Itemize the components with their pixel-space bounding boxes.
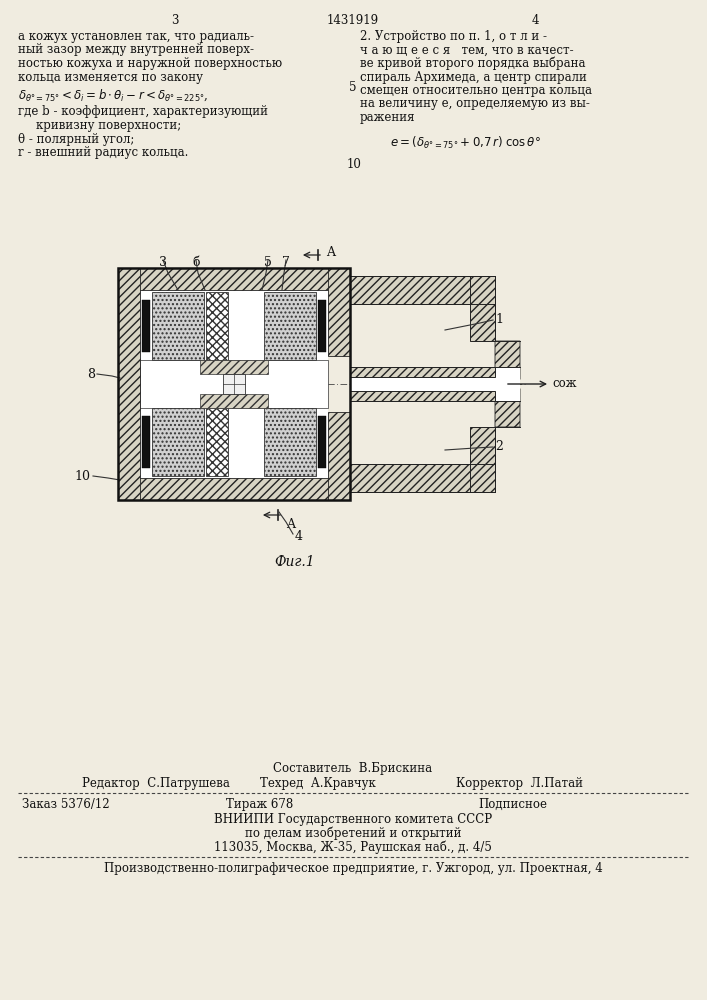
- Bar: [328, 268, 350, 356]
- Text: Производственно-полиграфическое предприятие, г. Ужгород, ул. Проектная, 4: Производственно-полиграфическое предприя…: [104, 862, 602, 875]
- Polygon shape: [495, 372, 520, 427]
- Bar: [470, 276, 495, 341]
- Bar: [350, 276, 495, 304]
- Bar: [350, 367, 495, 377]
- Text: ражения: ражения: [360, 111, 416, 124]
- Text: Корректор  Л.Патай: Корректор Л.Патай: [456, 777, 583, 790]
- Text: а кожух установлен так, что радиаль-: а кожух установлен так, что радиаль-: [18, 30, 254, 43]
- Bar: [152, 408, 204, 476]
- Text: Фиг.1: Фиг.1: [275, 555, 315, 569]
- Bar: [350, 464, 495, 492]
- Text: 4: 4: [295, 530, 303, 543]
- Bar: [206, 408, 228, 476]
- Text: по делам изобретений и открытий: по делам изобретений и открытий: [245, 827, 461, 840]
- Text: ный зазор между внутренней поверх-: ный зазор между внутренней поверх-: [18, 43, 254, 56]
- Bar: [470, 427, 495, 492]
- Text: спираль Архимеда, а центр спирали: спираль Архимеда, а центр спирали: [360, 70, 587, 84]
- Bar: [142, 416, 150, 468]
- Text: $\delta_{\theta°=75°}<\delta_i = b\cdot\theta_i - r < \delta_{\theta°=225°}$,: $\delta_{\theta°=75°}<\delta_i = b\cdot\…: [18, 88, 209, 103]
- Text: на величину e, определяемую из вы-: на величину e, определяемую из вы-: [360, 98, 590, 110]
- Text: сож: сож: [552, 377, 576, 390]
- Bar: [206, 292, 228, 360]
- Bar: [350, 391, 495, 401]
- Text: Составитель  В.Брискина: Составитель В.Брискина: [274, 762, 433, 775]
- Text: ч а ю щ е е с я   тем, что в качест-: ч а ю щ е е с я тем, что в качест-: [360, 43, 573, 56]
- Text: 4: 4: [531, 14, 539, 27]
- Bar: [140, 360, 328, 408]
- Bar: [318, 416, 326, 468]
- Bar: [328, 412, 350, 500]
- Bar: [140, 290, 328, 478]
- Text: Редактор  С.Патрушева: Редактор С.Патрушева: [82, 777, 230, 790]
- Text: 1431919: 1431919: [327, 14, 379, 27]
- Text: 10: 10: [74, 470, 90, 483]
- Text: 1: 1: [495, 313, 503, 326]
- Text: 5: 5: [264, 256, 272, 269]
- Polygon shape: [495, 341, 520, 396]
- Text: Тираж 678: Тираж 678: [226, 798, 293, 811]
- Text: ностью кожуха и наружной поверхностью: ностью кожуха и наружной поверхностью: [18, 57, 282, 70]
- Text: б: б: [192, 256, 200, 269]
- Bar: [118, 268, 140, 500]
- Text: 8: 8: [87, 368, 95, 381]
- Text: A: A: [286, 518, 295, 531]
- Text: где b - коэффициент, характеризующий: где b - коэффициент, характеризующий: [18, 105, 268, 118]
- Text: 7: 7: [282, 256, 290, 269]
- Text: кольца изменяется по закону: кольца изменяется по закону: [18, 70, 203, 84]
- Text: 2. Устройство по п. 1, о т л и -: 2. Устройство по п. 1, о т л и -: [360, 30, 547, 43]
- Text: A: A: [326, 246, 335, 259]
- Text: ве кривой второго порядка выбрана: ве кривой второго порядка выбрана: [360, 57, 585, 70]
- Bar: [223, 374, 245, 394]
- Bar: [318, 300, 326, 352]
- Bar: [118, 478, 350, 500]
- Bar: [142, 300, 150, 352]
- Bar: [200, 394, 268, 408]
- Text: Техред  А.Кравчук: Техред А.Кравчук: [260, 777, 375, 790]
- Bar: [118, 268, 350, 500]
- Text: кривизну поверхности;: кривизну поверхности;: [36, 119, 181, 132]
- Text: θ - полярный угол;: θ - полярный угол;: [18, 132, 134, 145]
- Text: ВНИИПИ Государственного комитета СССР: ВНИИПИ Государственного комитета СССР: [214, 813, 492, 826]
- Text: 113035, Москва, Ж-35, Раушская наб., д. 4/5: 113035, Москва, Ж-35, Раушская наб., д. …: [214, 841, 492, 854]
- Text: 5: 5: [349, 81, 356, 94]
- Text: 3: 3: [159, 256, 167, 269]
- Text: $e = (\delta_{\theta°=75°}+ 0{,}7\,r)\;\cos\theta°$: $e = (\delta_{\theta°=75°}+ 0{,}7\,r)\;\…: [390, 134, 541, 151]
- Text: 10: 10: [347, 158, 362, 171]
- Bar: [200, 360, 268, 374]
- Text: 2: 2: [495, 440, 503, 453]
- Text: r - внешний радиус кольца.: r - внешний радиус кольца.: [18, 146, 188, 159]
- Bar: [152, 292, 204, 360]
- Text: Подписное: Подписное: [478, 798, 547, 811]
- Bar: [228, 374, 240, 394]
- Bar: [118, 268, 350, 290]
- Bar: [264, 408, 316, 476]
- Text: 3: 3: [171, 14, 179, 27]
- Text: Заказ 5376/12: Заказ 5376/12: [22, 798, 110, 811]
- Bar: [264, 292, 316, 360]
- Text: смещен относительно центра кольца: смещен относительно центра кольца: [360, 84, 592, 97]
- Bar: [350, 367, 520, 401]
